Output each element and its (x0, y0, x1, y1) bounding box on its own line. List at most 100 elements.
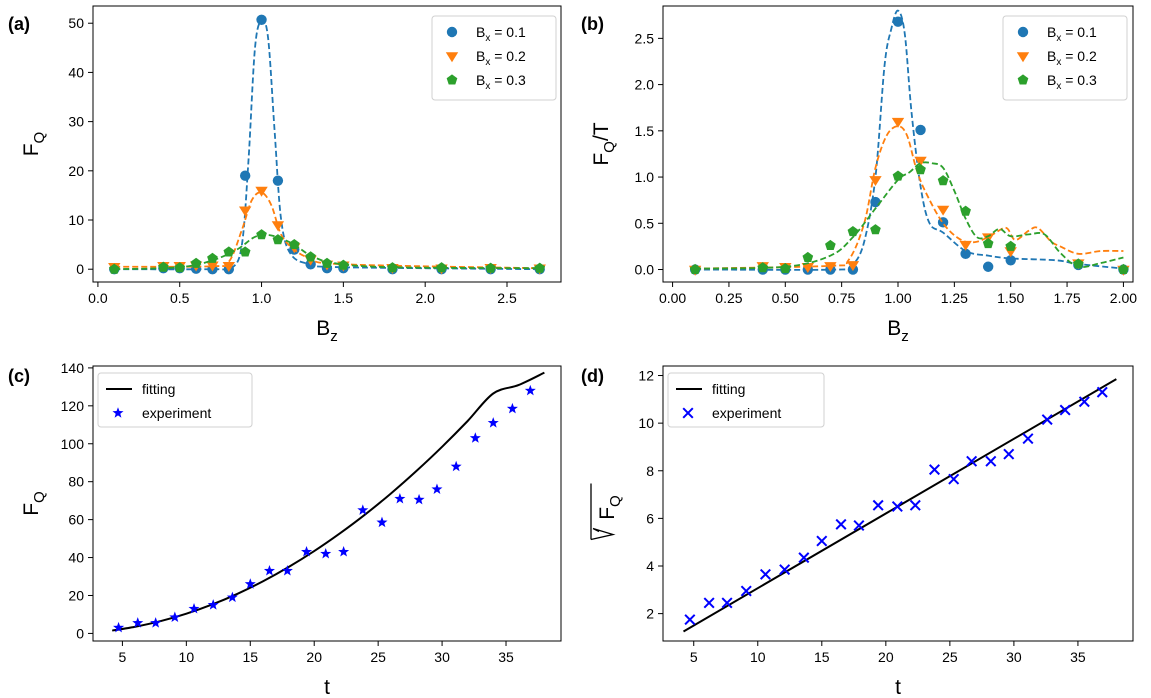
plot-area (682, 378, 1117, 633)
legend-marker-swatch (446, 26, 458, 38)
y-axis-label: FQ (596, 495, 624, 520)
series-1-marker (824, 262, 837, 273)
legend-entry: Bx = 0.3 (1017, 72, 1097, 92)
x-axis-label: Bz (316, 317, 338, 345)
sqrt-radical-icon (590, 483, 616, 541)
y-axis-label-main: F (590, 153, 613, 166)
y-axis-label: FQ/T (590, 122, 618, 165)
series-2-marker (915, 164, 926, 175)
x-axis-label-sub: z (330, 328, 338, 345)
series-2-marker (1005, 240, 1017, 251)
experiment-marker (263, 565, 275, 576)
plot-frame (92, 365, 562, 642)
series-0-marker (982, 261, 994, 272)
experiment-marker (469, 432, 481, 443)
legend-label: experiment (712, 405, 781, 421)
y-axis-label-main: F (596, 507, 619, 520)
y-tick-label: 60 (68, 512, 84, 528)
experiment-marker (684, 614, 696, 626)
legend-label-sub: x (485, 81, 490, 92)
legend-entry: Bx = 0.2 (445, 48, 526, 68)
x-tick-label: 0.75 (828, 290, 855, 306)
series-1-marker (255, 186, 268, 197)
panel-label: (a) (8, 14, 30, 34)
legend-label: Bx = 0.3 (1047, 72, 1097, 92)
x-axis-label-main: B (316, 317, 330, 340)
plot-frame (662, 365, 1134, 642)
series-1-marker (206, 261, 219, 272)
plot-area (108, 14, 546, 275)
series-1-dashed-curve (114, 191, 540, 270)
x-tick-label: 5 (119, 649, 127, 665)
y-tick-label: 2 (646, 606, 654, 622)
x-tick-label: 0.00 (659, 290, 686, 306)
y-tick-label: 30 (68, 114, 84, 130)
experiment-marker (1003, 448, 1015, 460)
experiment-marker (169, 611, 181, 622)
legend-label-sub: x (1056, 33, 1061, 44)
series-0-marker (892, 16, 904, 27)
legend-label-rest: = 0.2 (1061, 48, 1097, 64)
y-tick-label: 10 (68, 212, 84, 228)
x-tick-label: 10 (179, 649, 195, 665)
legend-marker-swatch (682, 407, 694, 419)
experiment-marker (244, 578, 256, 589)
x-tick-label: 35 (498, 649, 514, 665)
series-1-marker (891, 117, 905, 128)
y-tick-label: 100 (61, 436, 85, 452)
experiment-marker (1096, 386, 1108, 398)
x-tick-label: 15 (814, 649, 830, 665)
experiment-marker (928, 464, 941, 476)
x-tick-label: 0.50 (772, 290, 799, 306)
y-tick-label: 1.5 (635, 123, 655, 139)
x-tick-label: 2.00 (1110, 290, 1137, 306)
legend-marker-swatch (446, 74, 458, 85)
series-2-marker (207, 252, 218, 263)
series-2-marker (190, 257, 202, 268)
y-tick-label: 4 (646, 558, 654, 574)
series-0-marker (256, 14, 267, 25)
legend-label-rest: = 0.1 (490, 24, 526, 40)
x-tick-label: 1.25 (941, 290, 968, 306)
x-tick-label: 35 (1070, 649, 1086, 665)
series-1-marker (959, 240, 972, 251)
experiment-marker (853, 520, 865, 532)
series-2-marker (174, 262, 186, 273)
experiment-marker (281, 565, 293, 576)
series-2-marker (689, 263, 701, 275)
series-2-marker (960, 205, 971, 216)
x-axis-label-main: t (895, 676, 901, 698)
series-2-marker (239, 246, 251, 257)
legend-entry: experiment (682, 405, 781, 421)
y-tick-label: 140 (61, 360, 85, 376)
legend-label-rest: = 0.1 (1061, 24, 1097, 40)
series-0-marker (960, 248, 971, 259)
x-tick-label: 0.25 (715, 290, 742, 306)
legend-box (667, 372, 825, 428)
experiment-marker (413, 493, 425, 505)
legend-label: Bx = 0.2 (476, 48, 526, 68)
y-tick-label: 6 (646, 510, 654, 526)
legend-box (1002, 15, 1128, 101)
series-2-marker (436, 262, 447, 273)
series-2-marker (802, 251, 814, 263)
series-2-dashed-curve (114, 233, 540, 271)
legend-entry: fitting (106, 381, 175, 397)
fitting-line (112, 371, 545, 632)
panel-b: 0.00 0.25 0.50 0.75 1.00 1.25 1.50 1.75 2.00 0.0 0… (581, 5, 1137, 345)
series-2-marker (982, 238, 994, 249)
x-tick-label: 1.75 (1053, 290, 1080, 306)
y-axis-label: FQ (20, 131, 48, 156)
series-2-marker (321, 257, 333, 268)
legend: fitting experiment (97, 372, 253, 428)
experiment-marker (113, 621, 125, 633)
y-tick-label: 8 (646, 463, 654, 479)
experiment-marker (188, 602, 200, 614)
legend-label: fitting (142, 381, 175, 397)
x-tick-label: 1.0 (252, 290, 272, 306)
experiment-marker (524, 384, 536, 396)
x-tick-label: 1.50 (997, 290, 1024, 306)
series-2-marker (825, 239, 836, 251)
y-tick-label: 2.0 (635, 77, 655, 93)
series-0-marker (239, 170, 251, 181)
